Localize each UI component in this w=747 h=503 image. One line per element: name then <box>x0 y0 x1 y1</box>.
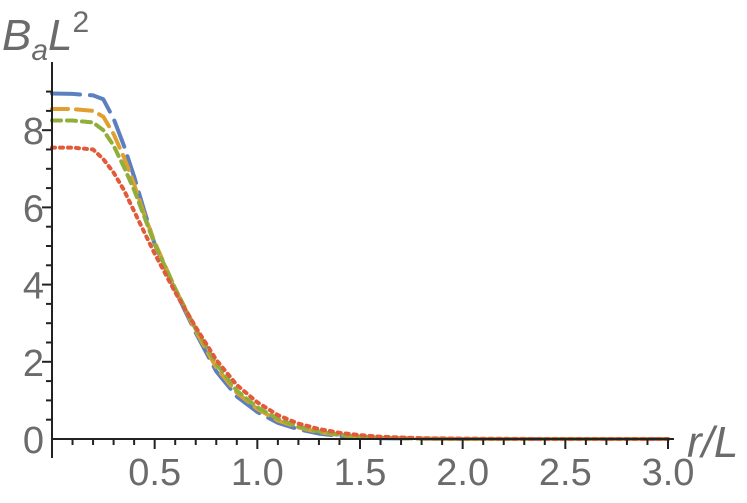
y-tick-label: 8 <box>23 111 44 153</box>
x-tick-label: 1.5 <box>334 452 387 494</box>
y-tick-label: 2 <box>23 343 44 385</box>
y-tick-label: 4 <box>23 266 44 308</box>
x-tick-label: 3.0 <box>642 452 695 494</box>
x-tick-label: 2.5 <box>539 452 592 494</box>
series-line-3 <box>50 118 670 441</box>
x-tick-label: 1.0 <box>231 452 284 494</box>
x-tick-label: 0.5 <box>128 452 181 494</box>
y-tick-label: 6 <box>23 188 44 230</box>
series-line-4 <box>50 145 670 441</box>
y-axis-label-main: L <box>48 11 72 60</box>
y-tick-label: 0 <box>23 420 44 462</box>
axes-layer <box>51 62 674 458</box>
x-tick-label: 2.0 <box>436 452 489 494</box>
x-axis-label: r/L <box>687 418 738 467</box>
y-axis-label-base: B <box>2 11 31 60</box>
series-layer <box>50 91 670 441</box>
series-line-1 <box>50 91 670 441</box>
ticks-layer: 0.5 1.0 1.5 2.0 2.5 3.0 0 2 4 6 8 <box>23 90 695 494</box>
series-line-2 <box>50 107 670 441</box>
y-axis-label: BaL2 <box>2 6 89 67</box>
y-axis-label-sup: 2 <box>73 6 90 39</box>
y-axis-label-sub: a <box>31 34 48 67</box>
